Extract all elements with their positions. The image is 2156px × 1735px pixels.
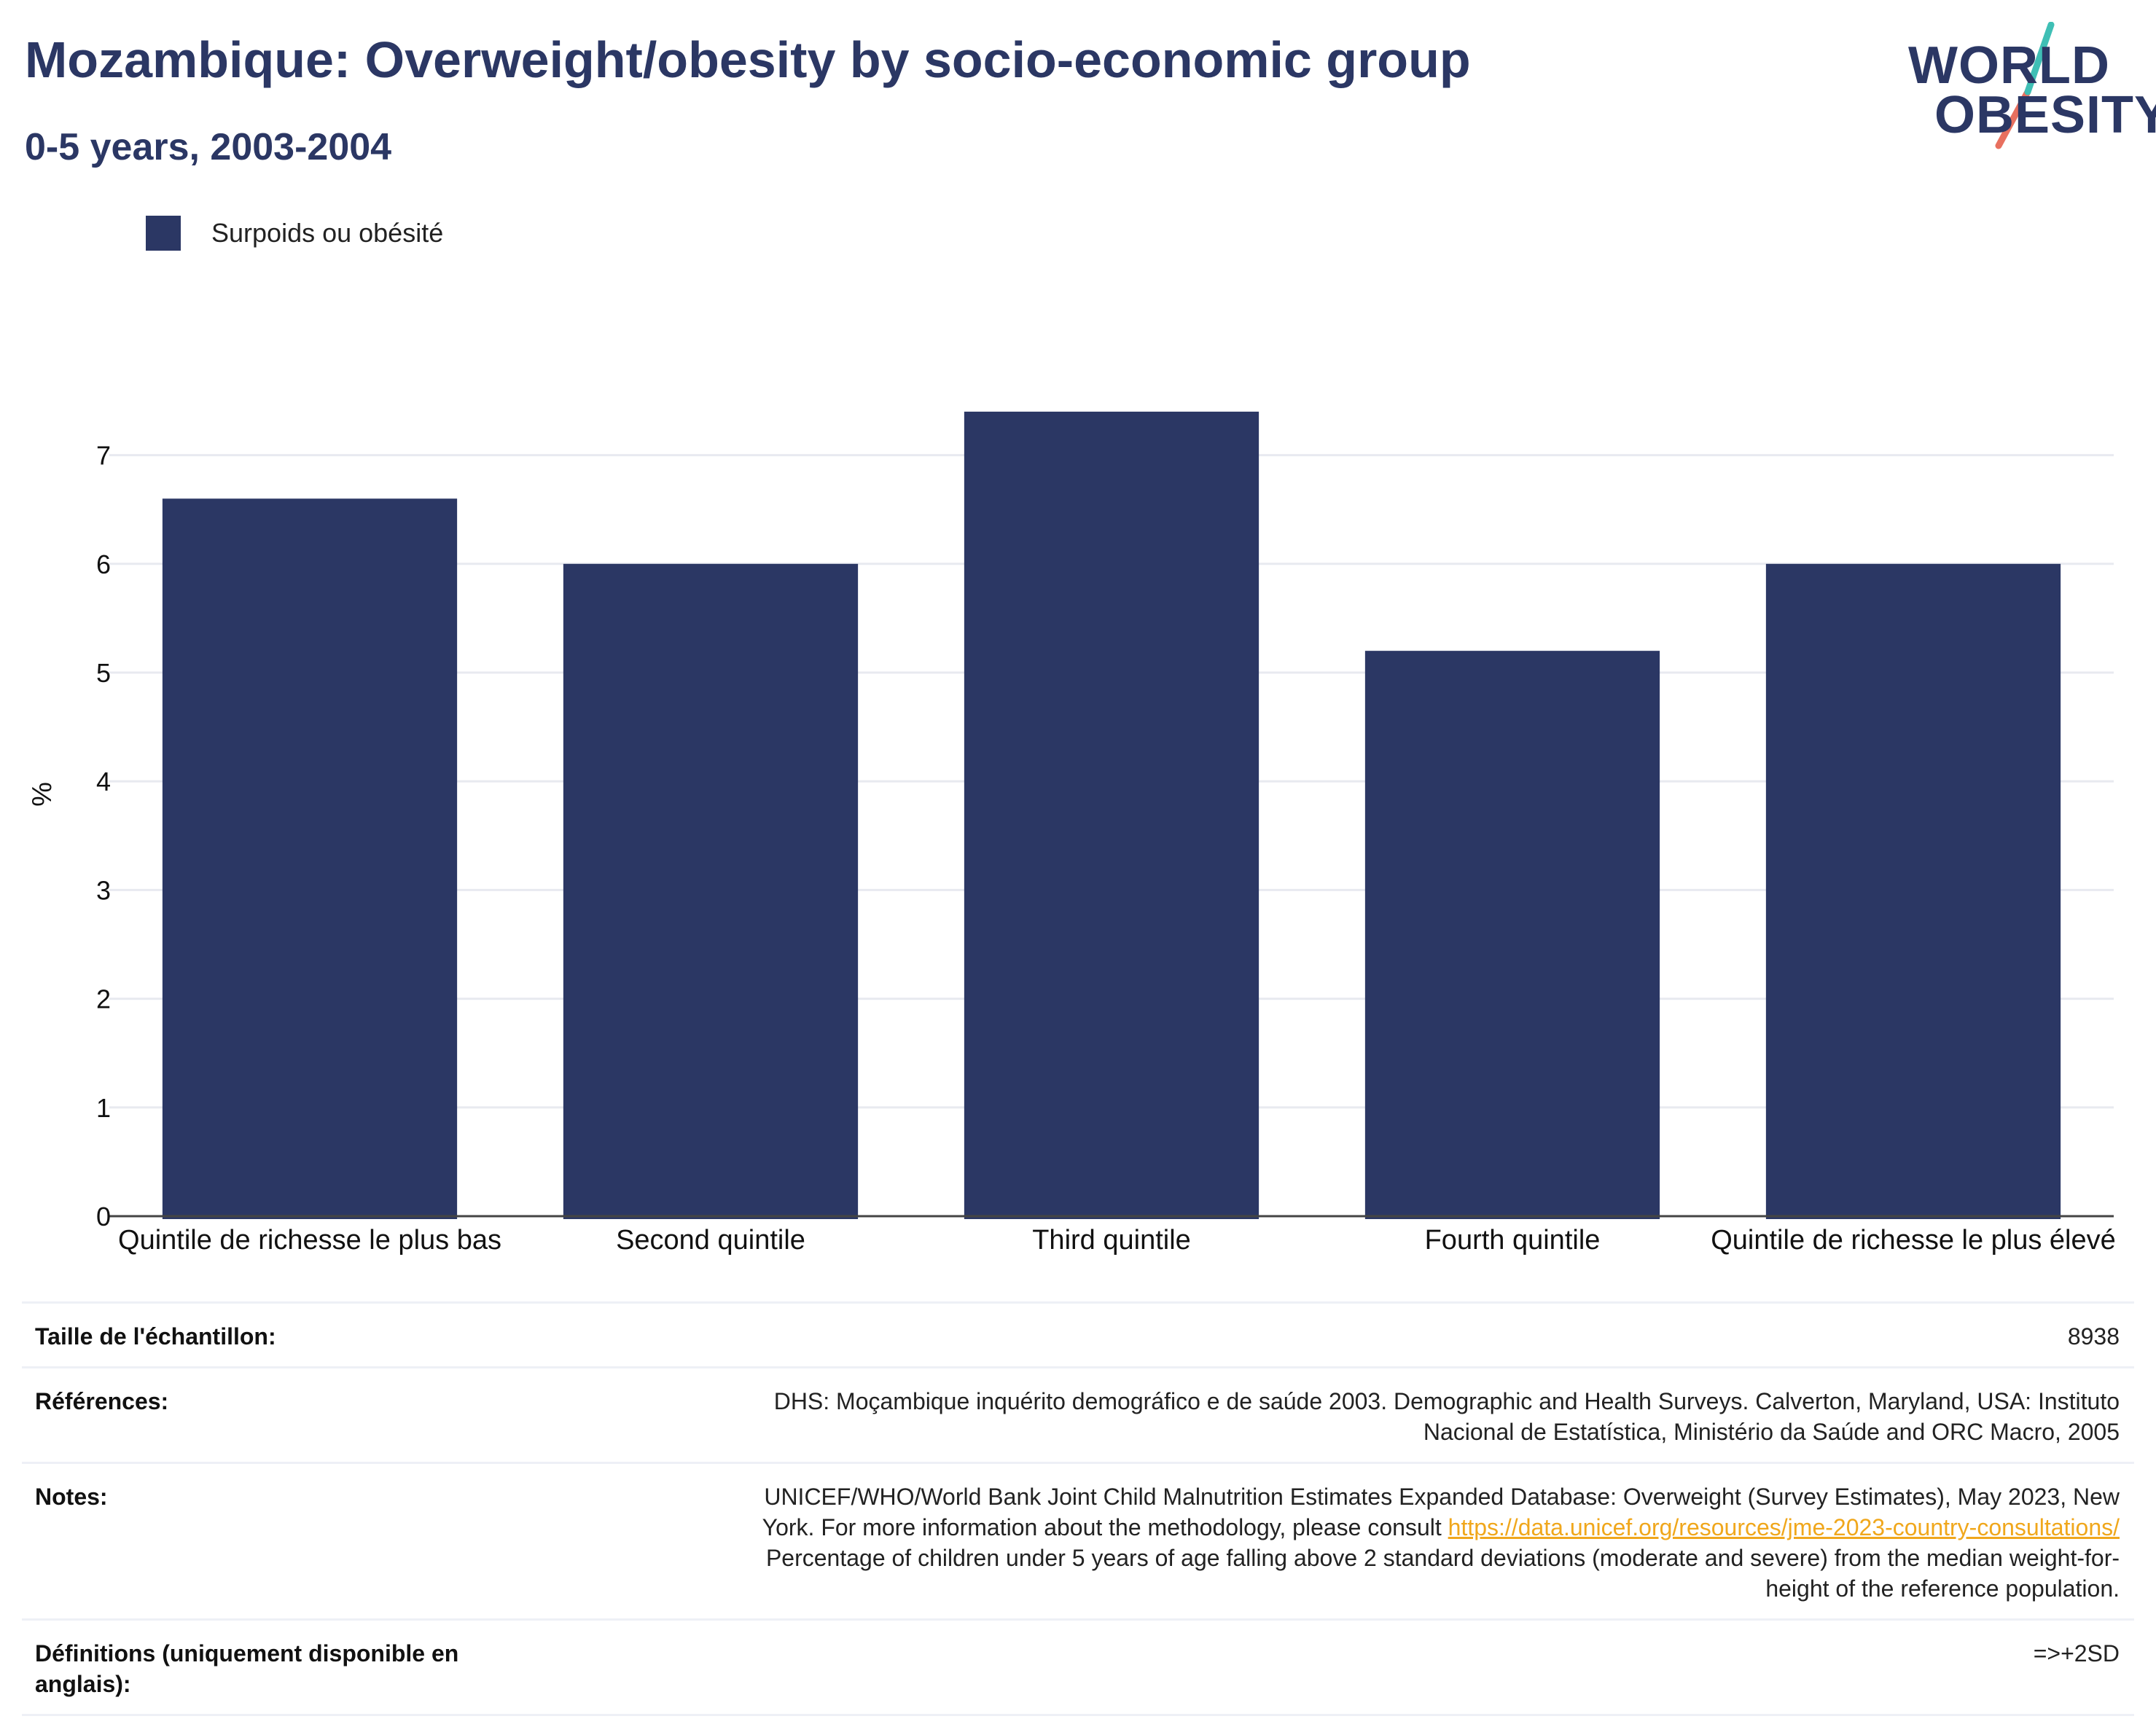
notes-label: Notes: [35,1484,108,1510]
info-row-sample: Taille de l'échantillon: 8938 [22,1301,2134,1366]
info-row-notes: Notes: UNICEF/WHO/World Bank Joint Child… [22,1462,2134,1618]
notes-value: UNICEF/WHO/World Bank Joint Child Malnut… [625,1481,2120,1604]
logo-slash-icon [1995,22,2055,149]
chart-title: Mozambique: Overweight/obesity by socio-… [25,31,1471,88]
info-row-definitions: Définitions (uniquement disponible en an… [22,1618,2134,1716]
chart-legend: Surpoids ou obésité [146,216,443,251]
y-tick-label: 3 [96,875,111,905]
x-tick-label: Second quintile [616,1225,805,1256]
references-value: DHS: Moçambique inquérito demográfico e … [625,1386,2120,1447]
definitions-value: =>+2SD [2033,1640,2120,1667]
y-axis-label: % [27,782,58,807]
y-tick-labels: 0 1 2 3 4 5 6 7 [96,441,111,1231]
sample-size-label: Taille de l'échantillon: [35,1323,276,1350]
notes-line-4: height of the reference population. [1765,1575,2120,1602]
y-tick-label: 5 [96,658,111,688]
x-tick-label: Quintile de richesse le plus élevé [1711,1225,2116,1256]
notes-line-2-prefix: York. For more information about the met… [762,1514,1448,1540]
notes-line-3: Percentage of children under 5 years of … [765,1545,2120,1571]
legend-swatch [146,216,181,251]
x-tick-label: Fourth quintile [1425,1225,1601,1256]
bar[interactable] [563,563,859,1219]
y-tick-label: 4 [96,767,111,796]
chart-subtitle: 0-5 years, 2003-2004 [25,126,392,168]
references-line-2: Nacional de Estatística, Ministério da S… [1423,1419,2120,1445]
bars [162,411,2061,1220]
references-line-1: DHS: Moçambique inquérito demográfico e … [773,1388,2120,1414]
bar[interactable] [1765,563,2061,1219]
y-tick-label: 0 [96,1202,111,1231]
bar[interactable] [1364,651,1660,1219]
info-row-references: Références: DHS: Moçambique inquérito de… [22,1366,2134,1462]
methodology-link[interactable]: https://data.unicef.org/resources/jme-20… [1448,1514,2120,1540]
references-label: Références: [35,1388,169,1414]
sample-size-value: 8938 [2067,1323,2120,1350]
bar[interactable] [964,411,1259,1220]
y-tick-label: 1 [96,1093,111,1123]
bar-chart: 0 1 2 3 4 5 6 7 Quintile de richesse le plus ba… [27,411,2116,1256]
definitions-label: Définitions (uniquement disponible en an… [35,1640,459,1697]
y-tick-label: 2 [96,984,111,1014]
bar[interactable] [162,498,458,1219]
legend-label[interactable]: Surpoids ou obésité [211,218,444,248]
info-table: Taille de l'échantillon: 8938 Références… [22,1301,2134,1716]
logo-word-world: WORLD [1908,36,2110,95]
logo-word-obesity: OBESITY [1934,86,2156,144]
x-tick-label: Third quintile [1032,1225,1191,1256]
x-tick-labels: Quintile de richesse le plus bas Second q… [118,1225,2116,1256]
y-tick-label: 6 [96,549,111,579]
y-tick-label: 7 [96,441,111,471]
x-tick-label: Quintile de richesse le plus bas [118,1225,501,1256]
notes-line-1: UNICEF/WHO/World Bank Joint Child Malnut… [764,1484,2120,1510]
world-obesity-logo[interactable]: WORLD OBESITY [1902,22,2156,153]
